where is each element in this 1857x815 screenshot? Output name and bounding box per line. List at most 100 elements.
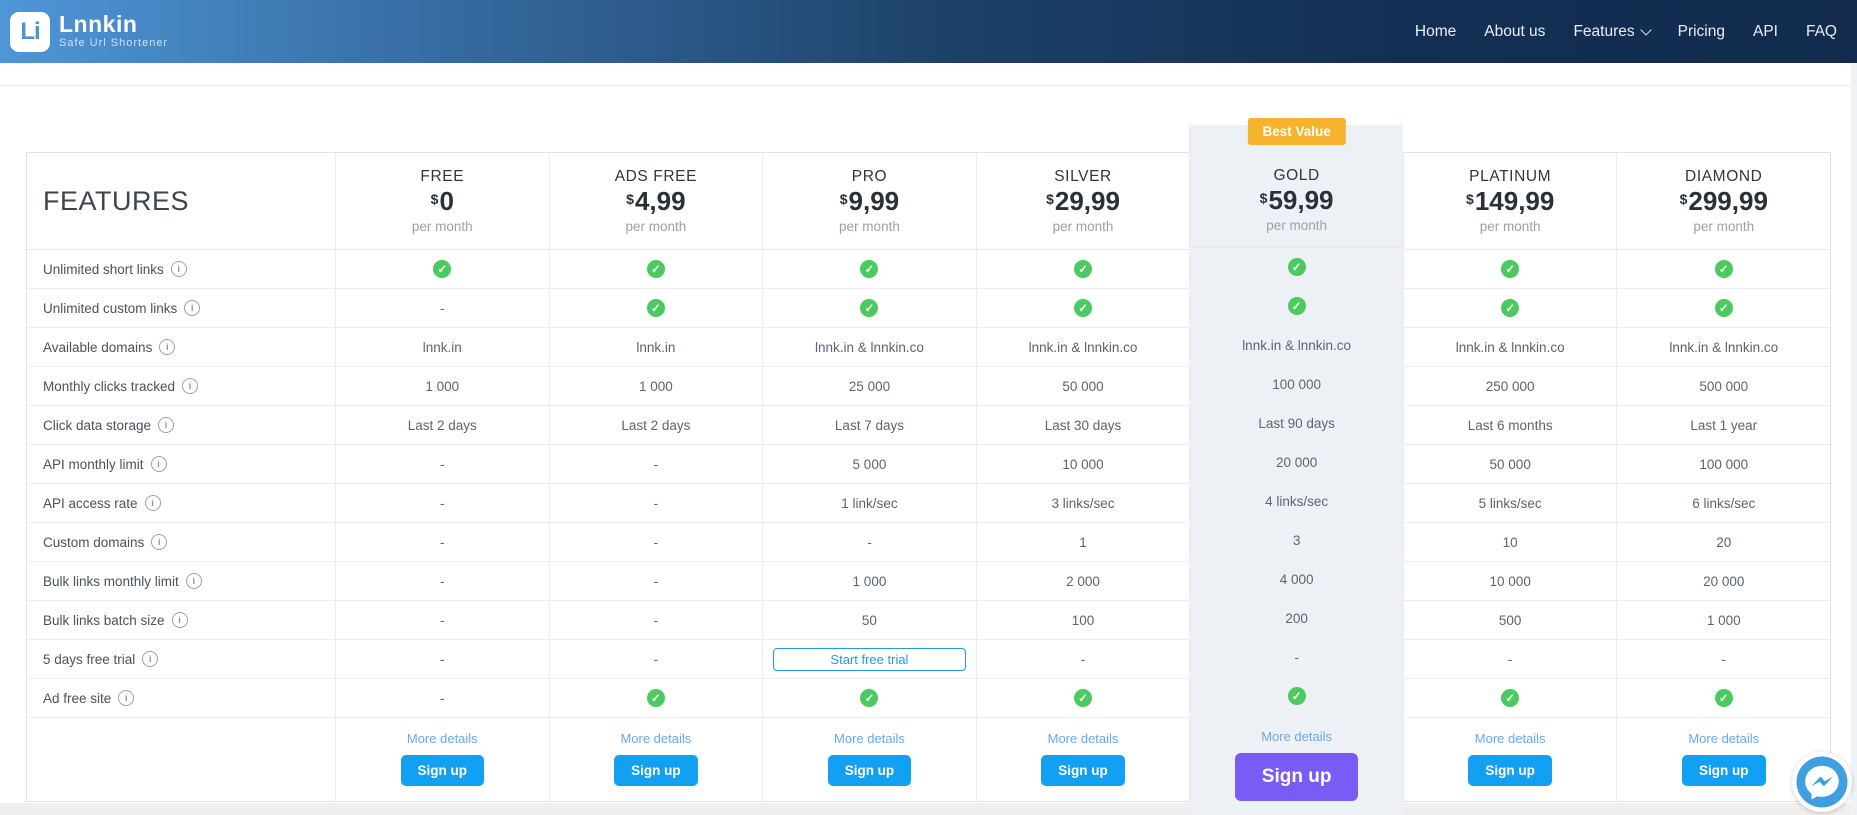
nav-faq[interactable]: FAQ bbox=[1805, 22, 1837, 40]
feature-value: Last 1 year bbox=[1690, 417, 1758, 433]
value-cell: 1 bbox=[976, 523, 1190, 562]
feature-value: lnnk.in & lnnkin.co bbox=[1028, 339, 1138, 355]
billing-period: per month bbox=[411, 219, 473, 234]
signup-button-silver[interactable]: Sign up bbox=[1041, 755, 1125, 786]
pricing-table: FEATURES Unlimited short links Unlimited … bbox=[26, 118, 1831, 814]
value-cell: 10 000 bbox=[1403, 562, 1617, 601]
value-cell bbox=[976, 289, 1190, 328]
value-cell: - bbox=[549, 562, 763, 601]
feature-value: - bbox=[1507, 651, 1513, 667]
info-icon[interactable] bbox=[185, 573, 202, 589]
value-cell: - bbox=[549, 484, 763, 523]
more-details-link[interactable]: More details bbox=[1261, 729, 1332, 744]
value-cell: - bbox=[336, 289, 549, 328]
nav-api[interactable]: API bbox=[1753, 22, 1778, 40]
feature-row-label: Ad free site bbox=[27, 679, 335, 718]
check-icon bbox=[860, 689, 879, 707]
value-cell: 5 links/sec bbox=[1403, 484, 1617, 523]
info-icon[interactable] bbox=[184, 300, 201, 316]
nav-about-us[interactable]: About us bbox=[1484, 22, 1546, 40]
feature-label: Monthly clicks tracked bbox=[43, 378, 176, 394]
feature-value: 1 000 bbox=[1706, 612, 1741, 628]
feature-value: lnnk.in & lnnkin.co bbox=[815, 339, 924, 355]
nav-pricing[interactable]: Pricing bbox=[1677, 22, 1725, 40]
info-icon[interactable] bbox=[171, 612, 188, 628]
chevron-down-icon bbox=[1639, 23, 1652, 36]
check-icon bbox=[646, 689, 665, 707]
plan-header-gold: GOLD $59,99 per month bbox=[1190, 153, 1403, 248]
signup-button-platinum[interactable]: Sign up bbox=[1468, 755, 1552, 786]
info-icon[interactable] bbox=[170, 261, 187, 277]
signup-button-pro[interactable]: Sign up bbox=[827, 755, 912, 786]
info-icon[interactable] bbox=[144, 495, 161, 511]
check-icon bbox=[1074, 689, 1093, 707]
value-cell: lnnk.in & lnnkin.co bbox=[1617, 328, 1831, 367]
plan-header-diamond: DIAMOND $299,99 per month bbox=[1617, 153, 1831, 250]
feature-value: 1 bbox=[1079, 534, 1087, 550]
plan-price: $0 bbox=[431, 188, 454, 215]
feature-value: 20 000 bbox=[1275, 454, 1318, 470]
signup-button-gold[interactable]: Sign up bbox=[1234, 753, 1359, 801]
value-cell: - bbox=[1403, 640, 1617, 679]
scrollbar-track[interactable] bbox=[1851, 63, 1857, 815]
feature-value: 10 bbox=[1502, 534, 1518, 550]
feature-value: 10 000 bbox=[1062, 456, 1104, 472]
more-details-link[interactable]: More details bbox=[1474, 731, 1546, 746]
check-icon bbox=[1501, 299, 1520, 317]
check-icon bbox=[1714, 689, 1733, 707]
feature-row-label: Unlimited short links bbox=[27, 250, 335, 289]
plan-header-pro: PRO $9,99 per month bbox=[763, 153, 976, 250]
info-icon[interactable] bbox=[151, 534, 168, 550]
more-details-link[interactable]: More details bbox=[620, 731, 692, 746]
value-cell: 50 000 bbox=[976, 367, 1190, 406]
more-details-link[interactable]: More details bbox=[1047, 731, 1119, 746]
nav-features[interactable]: Features bbox=[1573, 22, 1652, 41]
start-free-trial-button[interactable]: Start free trial bbox=[773, 647, 966, 671]
info-icon[interactable] bbox=[118, 690, 135, 706]
feature-value: 500 000 bbox=[1699, 378, 1749, 394]
feature-row-label: Bulk links batch size bbox=[27, 601, 335, 640]
info-icon[interactable] bbox=[158, 417, 175, 433]
logo[interactable]: Li Lnnkin Safe Url Shortener bbox=[10, 11, 168, 52]
feature-value: 6 links/sec bbox=[1692, 495, 1756, 511]
info-icon[interactable] bbox=[182, 378, 199, 394]
feature-row-label: Click data storage bbox=[27, 406, 335, 445]
value-cell: 3 links/sec bbox=[976, 484, 1190, 523]
plan-footer-silver: More details Sign up bbox=[977, 718, 1190, 801]
signup-button-ads-free[interactable]: Sign up bbox=[614, 755, 698, 786]
more-details-link[interactable]: More details bbox=[834, 731, 905, 746]
feature-label: Click data storage bbox=[43, 417, 152, 433]
price-amount: 299,99 bbox=[1688, 186, 1768, 216]
info-icon[interactable] bbox=[159, 339, 176, 355]
plan-name: FREE bbox=[420, 168, 465, 185]
feature-value: - bbox=[440, 495, 445, 511]
feature-value: lnnk.in bbox=[422, 339, 462, 355]
header-divider-band bbox=[0, 63, 1857, 86]
price-amount: 29,99 bbox=[1054, 186, 1120, 216]
plan-price: $59,99 bbox=[1260, 187, 1334, 214]
brand-name: Lnnkin bbox=[59, 11, 138, 37]
signup-button-free[interactable]: Sign up bbox=[400, 755, 485, 786]
value-cell bbox=[763, 250, 976, 289]
feature-value: 1 000 bbox=[852, 573, 887, 589]
feature-value: 1 000 bbox=[638, 378, 673, 394]
info-icon[interactable] bbox=[142, 651, 159, 667]
feature-value: - bbox=[1721, 651, 1727, 667]
more-details-link[interactable]: More details bbox=[406, 731, 478, 746]
feature-value: 10 000 bbox=[1489, 573, 1531, 589]
best-value-badge: Best Value bbox=[1247, 118, 1346, 145]
more-details-link[interactable]: More details bbox=[1688, 731, 1760, 746]
value-cell bbox=[1190, 248, 1403, 287]
feature-value: - bbox=[1294, 649, 1299, 665]
value-cell bbox=[763, 289, 976, 328]
value-cell: - bbox=[336, 601, 549, 640]
feature-value: 500 bbox=[1498, 612, 1522, 628]
info-icon[interactable] bbox=[150, 456, 167, 472]
feature-value: - bbox=[867, 534, 872, 550]
price-amount: 0 bbox=[439, 186, 454, 216]
billing-period: per month bbox=[1266, 218, 1327, 233]
messenger-chat-button[interactable] bbox=[1792, 752, 1852, 812]
nav-home[interactable]: Home bbox=[1414, 22, 1457, 40]
nav-features-label: Features bbox=[1573, 22, 1635, 40]
signup-button-diamond[interactable]: Sign up bbox=[1682, 755, 1766, 786]
